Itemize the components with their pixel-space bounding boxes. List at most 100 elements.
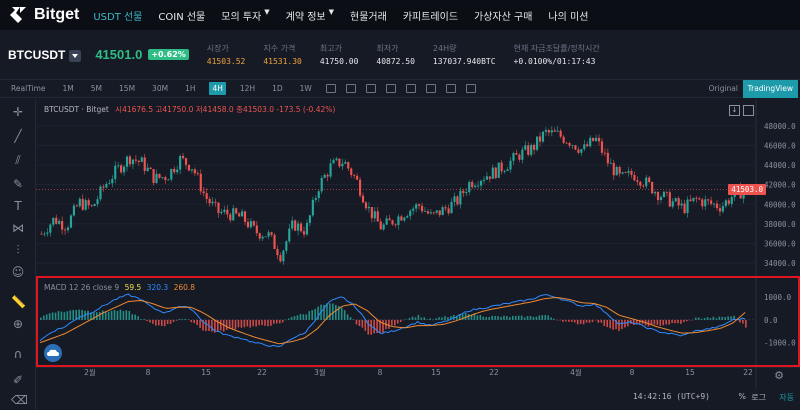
candle-body (338, 158, 341, 167)
candle-body (123, 166, 126, 173)
brush-icon[interactable]: ✎ (12, 177, 24, 191)
nav-item-6[interactable]: 가상자산 구매 (474, 11, 533, 23)
auto-scale-toggle[interactable]: 자동 (779, 393, 794, 402)
timeframe-4H[interactable]: 4H (209, 82, 226, 95)
nav-item-3[interactable]: 계약 정보 (285, 11, 326, 23)
macd-histogram-bar (579, 319, 582, 324)
chart-settings-icon[interactable]: ⚙ (774, 369, 784, 382)
candle-body (415, 204, 418, 209)
chart-type-icon[interactable] (345, 84, 356, 93)
bitget-logo[interactable]: Bitget (8, 5, 79, 25)
candle-body (459, 190, 462, 205)
candle-body (173, 168, 176, 173)
stat-label: 최고가 (319, 44, 342, 53)
indicator-icon[interactable] (325, 84, 336, 93)
nav-item-0[interactable]: USDT 선물 (93, 11, 143, 23)
nav-item-1[interactable]: COIN 선물 (158, 11, 206, 23)
tradingview-button[interactable]: TradingView (742, 80, 798, 98)
zoom-in-icon[interactable]: ⊕ (12, 317, 24, 331)
timeframe-RealTime[interactable]: RealTime (11, 84, 46, 93)
macd-histogram-bar (190, 319, 193, 323)
nav-item-2[interactable]: 모의 투자 (221, 11, 262, 23)
symbol-name[interactable]: BTCUSDT (8, 47, 66, 62)
candle-body (477, 185, 480, 187)
ruler-icon[interactable]: 📏 (11, 295, 26, 309)
magnet-icon[interactable]: ∩ (13, 347, 23, 361)
fullscreen-icon[interactable] (465, 84, 476, 93)
candle-body (441, 207, 444, 216)
trendline-icon[interactable]: ╱ (14, 129, 22, 143)
price-tick-label: 36000.0 (764, 240, 796, 249)
macd-histogram-bar (48, 313, 51, 320)
crosshair-icon[interactable]: ✛ (12, 105, 24, 119)
candle-body (252, 221, 255, 226)
macd-histogram-bar (155, 319, 157, 326)
macd-histogram-bar (438, 317, 440, 320)
macd-histogram-bar (178, 318, 181, 320)
pattern-icon[interactable]: ⋈ (12, 221, 24, 235)
candle-body (580, 149, 583, 153)
time-tick-label: 2월 (84, 367, 96, 377)
macd-histogram-bar (78, 309, 80, 320)
percent-scale-toggle[interactable]: % (738, 392, 746, 401)
macd-histogram-bar (42, 315, 45, 320)
parallel-channel-icon[interactable]: ⫽ (15, 153, 21, 167)
macd-histogram-bar (526, 316, 529, 320)
macd-histogram-bar (523, 317, 526, 320)
timeframe-5M[interactable]: 5M (90, 84, 103, 93)
candle-body (370, 207, 373, 219)
macd-histogram-bar (638, 319, 641, 324)
nav-item-7[interactable]: 나의 미션 (548, 11, 589, 23)
redo-icon[interactable] (405, 84, 416, 93)
log-scale-toggle[interactable]: 로그 (751, 393, 766, 402)
undo-icon[interactable] (385, 84, 396, 93)
timeframe-12H[interactable]: 12H (239, 84, 256, 93)
macd-histogram-bar (683, 319, 685, 323)
symbol-dropdown-icon[interactable] (69, 49, 82, 62)
macd-histogram-bar (66, 311, 69, 320)
candle-body (382, 224, 385, 230)
timeframe-30M[interactable]: 30M (152, 84, 169, 93)
macd-histogram-bar (113, 309, 116, 320)
timeframe-1D[interactable]: 1D (272, 84, 283, 93)
timeframe-1W[interactable]: 1W (299, 84, 312, 93)
candle-body (137, 160, 140, 162)
delete-drawing-icon[interactable]: ⌫ (11, 393, 28, 407)
candle-body (586, 144, 589, 147)
macd-histogram-bar (273, 319, 275, 324)
macd-histogram-bar (450, 316, 452, 320)
nav-item-4[interactable]: 현물거래 (350, 11, 387, 23)
emoji-icon[interactable]: ☺ (11, 265, 25, 279)
time-tick-label: 3월 (314, 367, 326, 377)
timeframe-1H[interactable]: 1H (185, 84, 196, 93)
price-chart-svg[interactable]: 48000.0 46000.0 44000.0 42000.0 40000.0 38000… (36, 99, 800, 410)
timeframe-1M[interactable]: 1M (62, 84, 74, 93)
screenshot-icon[interactable] (425, 84, 436, 93)
timeframe-15M[interactable]: 15M (119, 84, 136, 93)
candle-body (488, 176, 491, 179)
maximize-icon[interactable] (743, 105, 754, 116)
macd-histogram-bar (659, 319, 662, 326)
candle-body (420, 205, 424, 212)
text-tool-icon[interactable]: T (14, 199, 22, 213)
original-view-button[interactable]: Original (708, 84, 738, 93)
macd-histogram-bar (553, 318, 555, 320)
candle-body (226, 209, 229, 215)
candle-body (276, 249, 279, 256)
template-icon[interactable] (365, 84, 376, 93)
candle-body (335, 158, 338, 161)
candle-body (639, 181, 642, 186)
chart-area[interactable]: 48000.0 46000.0 44000.0 42000.0 40000.0 38000… (36, 99, 800, 410)
settings-icon[interactable] (445, 84, 456, 93)
macd-legend: MACD 12 26 close 9 59.5 320.3 260.8 (44, 283, 195, 292)
macd-histogram-bar (125, 310, 128, 320)
scroll-down-icon[interactable]: ↓ (729, 105, 740, 116)
macd-histogram-bar (576, 319, 579, 325)
prediction-icon[interactable]: ⫶ (16, 243, 20, 257)
candle-body (432, 212, 435, 214)
macd-histogram-bar (612, 319, 614, 330)
lock-drawing-icon[interactable]: ✐ (12, 373, 24, 387)
candle-body (453, 196, 456, 202)
cloud-icon[interactable] (44, 344, 62, 362)
nav-item-5[interactable]: 카피트레이드 (402, 11, 459, 23)
